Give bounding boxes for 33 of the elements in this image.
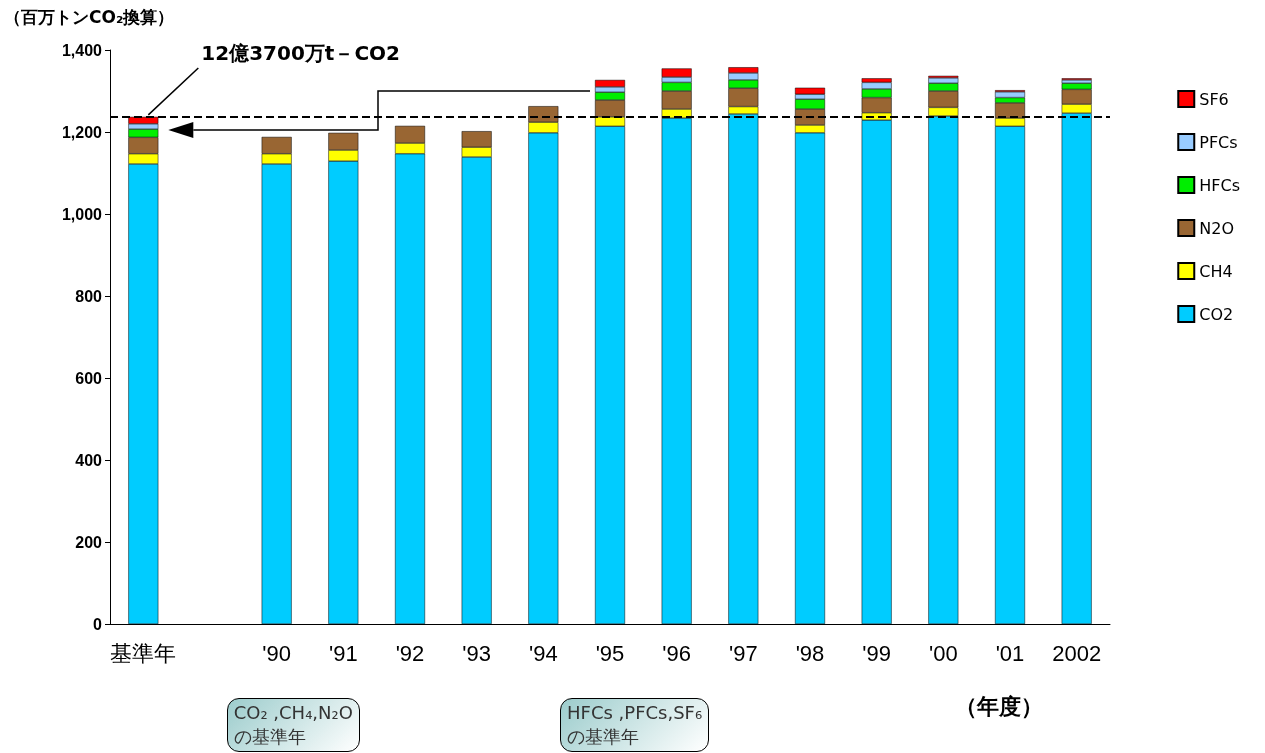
x-axis-title: （年度） [955,693,1043,721]
x-tick-label: '99 [862,640,891,666]
x-tick-label: '97 [729,640,758,666]
y-axis-title: （百万トンCO₂換算） [4,6,175,29]
x-tick-label: 基準年 [110,640,177,666]
x-tick-label: '94 [529,640,558,666]
legend-label: PFCs [1199,132,1238,152]
x-tick-label: '95 [595,640,625,666]
x-tick-label: '98 [795,640,825,666]
y-tick-label: 1,000 [61,205,103,223]
text: HFCs ,PFCs,SF₆ の基準年 [560,698,710,752]
y-tick-label: 0 [93,615,103,633]
x-tick-label: '00 [929,640,958,666]
x-tick-label: '93 [462,640,491,666]
text: CO₂ ,CH₄,N₂O の基準年 [226,698,360,752]
y-tick-label: 800 [75,287,103,305]
legend-label: CH4 [1199,261,1233,281]
x-tick-label: 2002 [1052,640,1102,666]
legend-label: SF6 [1199,89,1229,109]
legend-label: HFCs [1199,175,1241,195]
x-tick-label: '01 [995,640,1025,666]
y-tick-label: 600 [75,369,103,387]
legend-label: N2O [1199,218,1235,238]
y-tick-label: 400 [75,451,103,469]
x-tick-label: '91 [329,640,358,666]
y-tick-label: 1,200 [61,123,103,141]
legend-label: CO2 [1199,304,1234,324]
y-tick-label: 200 [75,533,103,551]
annotation: 12億3700万t－CO2 [201,40,400,67]
x-tick-label: '96 [662,640,691,666]
x-tick-label: '92 [395,640,425,666]
x-tick-label: '90 [262,640,291,666]
y-tick-label: 1,400 [61,41,103,59]
